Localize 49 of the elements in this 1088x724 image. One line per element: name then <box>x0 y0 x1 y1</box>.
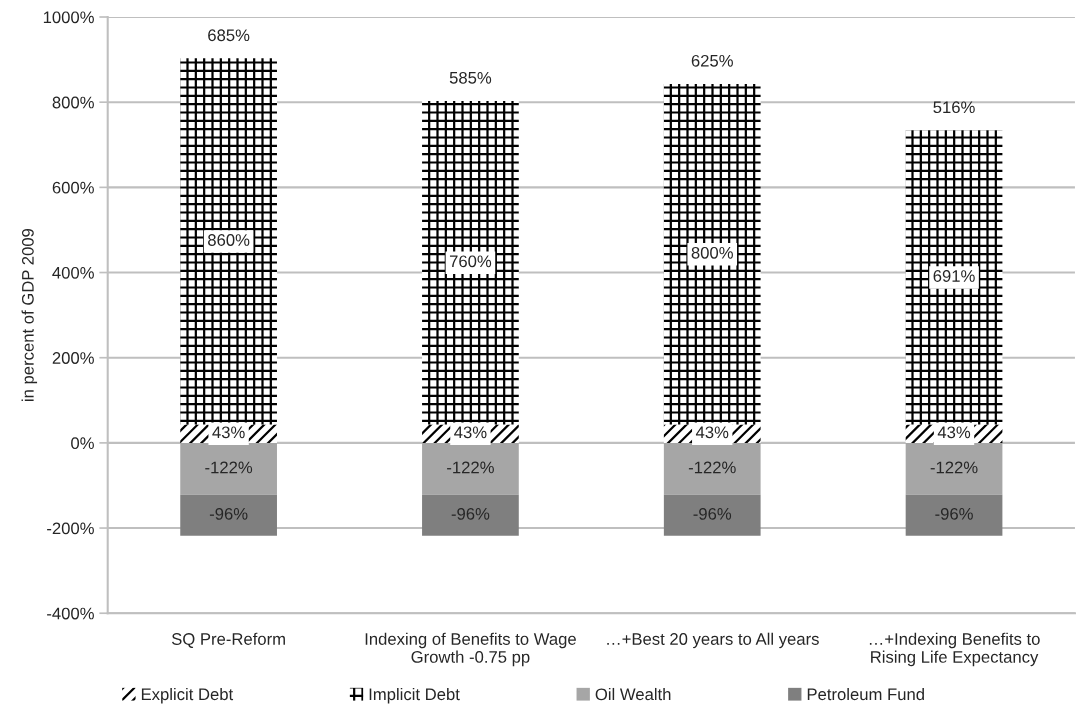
data-label: -96% <box>935 507 973 520</box>
x-tick-label: Indexing of Benefits to Wage Growth -0.75 pp <box>365 632 576 667</box>
y-tick-label: 600% <box>52 181 94 194</box>
data-label: -96% <box>451 507 490 520</box>
data-label: -122% <box>688 461 736 474</box>
legend-label: Implicit Debt <box>369 687 460 704</box>
bar <box>180 494 277 536</box>
x-tick-label: …+Indexing Benefits to Rising Life Expectancy <box>869 632 1040 667</box>
bar <box>663 494 761 536</box>
bar <box>663 442 761 495</box>
data-label: 43% <box>212 426 245 439</box>
bar <box>422 494 519 536</box>
bar <box>905 130 1003 425</box>
legend-label: Petroleum Fund <box>807 687 924 701</box>
y-tick-label: -400% <box>47 607 94 620</box>
data-label: 43% <box>454 426 487 439</box>
legend-label: Explicit Debt <box>141 687 234 704</box>
x-tick-label: SQ Pre-Reform <box>171 632 285 648</box>
y-tick-label: -200% <box>47 522 94 535</box>
data-label: -122% <box>205 461 253 474</box>
bar <box>422 100 519 425</box>
data-label: -122% <box>930 461 978 474</box>
data-label: 760% <box>449 255 492 268</box>
legend-label: Oil Wealth <box>595 687 671 701</box>
total-label: 625% <box>691 54 733 67</box>
bar <box>905 442 1003 495</box>
x-tick-label: …+Best 20 years to All years <box>607 632 819 649</box>
y-tick-label: 1000% <box>43 11 94 24</box>
y-axis-title: in percent of GDP 2009 <box>21 228 38 401</box>
data-label: 860% <box>208 234 250 246</box>
bar <box>180 442 277 495</box>
data-label: -122% <box>447 461 494 474</box>
y-tick-label: 0% <box>71 437 94 450</box>
bar <box>180 58 277 425</box>
total-label: 516% <box>933 101 975 114</box>
bar <box>663 83 761 425</box>
data-label: 43% <box>695 426 729 439</box>
total-label: 685% <box>208 29 250 42</box>
data-label: 43% <box>937 426 971 439</box>
total-label: 585% <box>449 71 492 84</box>
data-label: -96% <box>693 507 732 520</box>
y-tick-label: 200% <box>52 352 94 364</box>
data-label: 691% <box>933 270 975 282</box>
data-label: -96% <box>209 507 248 520</box>
bar <box>422 442 519 495</box>
bar <box>905 494 1003 536</box>
data-label: 800% <box>691 246 733 259</box>
y-tick-label: 800% <box>52 96 94 109</box>
y-tick-label: 400% <box>52 266 94 279</box>
